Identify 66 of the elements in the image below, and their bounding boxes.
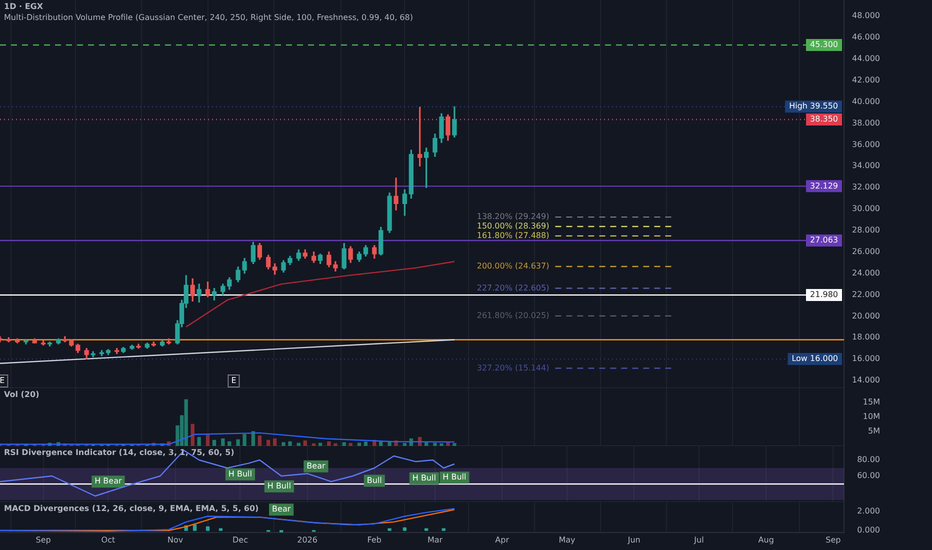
y-tick-label: 60.00 [857,471,880,480]
ref-line-label: 138.20% (29.249) [476,212,550,222]
y-tick-label: 22.000 [852,290,880,299]
y-tick-label: 24.000 [852,268,880,278]
ref-line-label: 21.980 [810,290,838,300]
x-tick-label: 2026 [297,535,318,544]
y-tick-label: 32.000 [852,182,880,192]
y-tick-label: 44.000 [852,54,880,64]
ref-line-label: 161.80% (27.488) [476,231,550,240]
y-tick-label: 15M [862,398,880,407]
y-tick-label: 18.000 [852,332,880,342]
text: Multi-Distribution Volume Profile (Gaussian Center, 240, 250, Right Side, 100, Freshness, 0.99, 40, 68) [4,13,413,22]
ref-line-label: High 39.550 [789,102,838,111]
x-tick-label: Feb [367,535,382,544]
chart-title: Vol (20) [4,390,40,399]
x-tick-label: Jun [626,535,640,544]
annotation: Bull [366,476,382,485]
x-tick-label: Sep [36,535,51,544]
y-tick-label: 36.000 [852,140,880,149]
x-tick-label: Apr [495,535,510,544]
ref-line-label: 45.300 [810,40,838,50]
x-tick-label: Oct [101,535,116,544]
y-tick-label: 38.000 [852,118,880,128]
y-tick-label: 30.000 [852,204,880,214]
ref-line-label: 32.129 [810,181,838,190]
annotation: Bear [306,461,326,470]
x-tick-label: May [558,535,576,544]
y-tick-label: 5M [868,426,880,436]
annotation: H Bull [412,473,436,482]
ref-line-label: 261.80% (20.025) [476,311,550,320]
y-tick-label: 2.000 [857,506,880,516]
x-tick-label: Mar [427,535,444,544]
y-tick-label: 48.000 [852,11,880,20]
annotation: H Bear [94,476,122,486]
y-tick-label: 80.00 [857,455,880,464]
y-tick-label: 0.000 [857,526,880,535]
y-tick-label: 34.000 [852,161,880,170]
y-tick-label: 26.000 [852,246,880,256]
ref-line-label: 327.20% (15.144) [476,363,550,372]
x-tick-label: Aug [758,535,774,544]
chart-title: 1D · EGX [4,2,44,11]
ref-line-label: 200.00% (24.637) [476,262,550,271]
annotation: E [231,376,236,386]
x-tick-label: Dec [232,535,248,544]
y-tick-label: 46.000 [852,32,880,42]
annotation: Bear [272,504,292,514]
y-tick-label: 14.000 [852,376,880,385]
y-tick-label: 20.000 [852,311,880,320]
ref-line-label: 27.063 [810,236,838,245]
y-tick-label: 10M [862,412,880,422]
ref-line-label: 227.20% (22.605) [476,283,550,292]
annotation: H Bull [442,472,466,482]
y-tick-label: 42.000 [852,75,880,84]
y-tick-label: 40.000 [852,96,880,106]
annotation: H Bull [228,469,252,478]
annotation: E [0,376,5,386]
x-tick-label: Nov [167,535,184,544]
y-tick-label: 28.000 [852,226,880,235]
ref-line-label: 38.350 [810,114,838,124]
x-tick-label: Sep [826,535,841,544]
annotation: H Bull [267,481,291,490]
chart-title: MACD Divergences (12, 26, close, 9, EMA, EMA, 5, 5, 60) [4,504,259,513]
y-tick-label: 16.000 [852,354,880,364]
ref-line-label: 150.00% (28.369) [476,222,550,231]
x-tick-label: Jul [693,535,704,544]
ref-line-label: Low 16.000 [792,354,838,364]
